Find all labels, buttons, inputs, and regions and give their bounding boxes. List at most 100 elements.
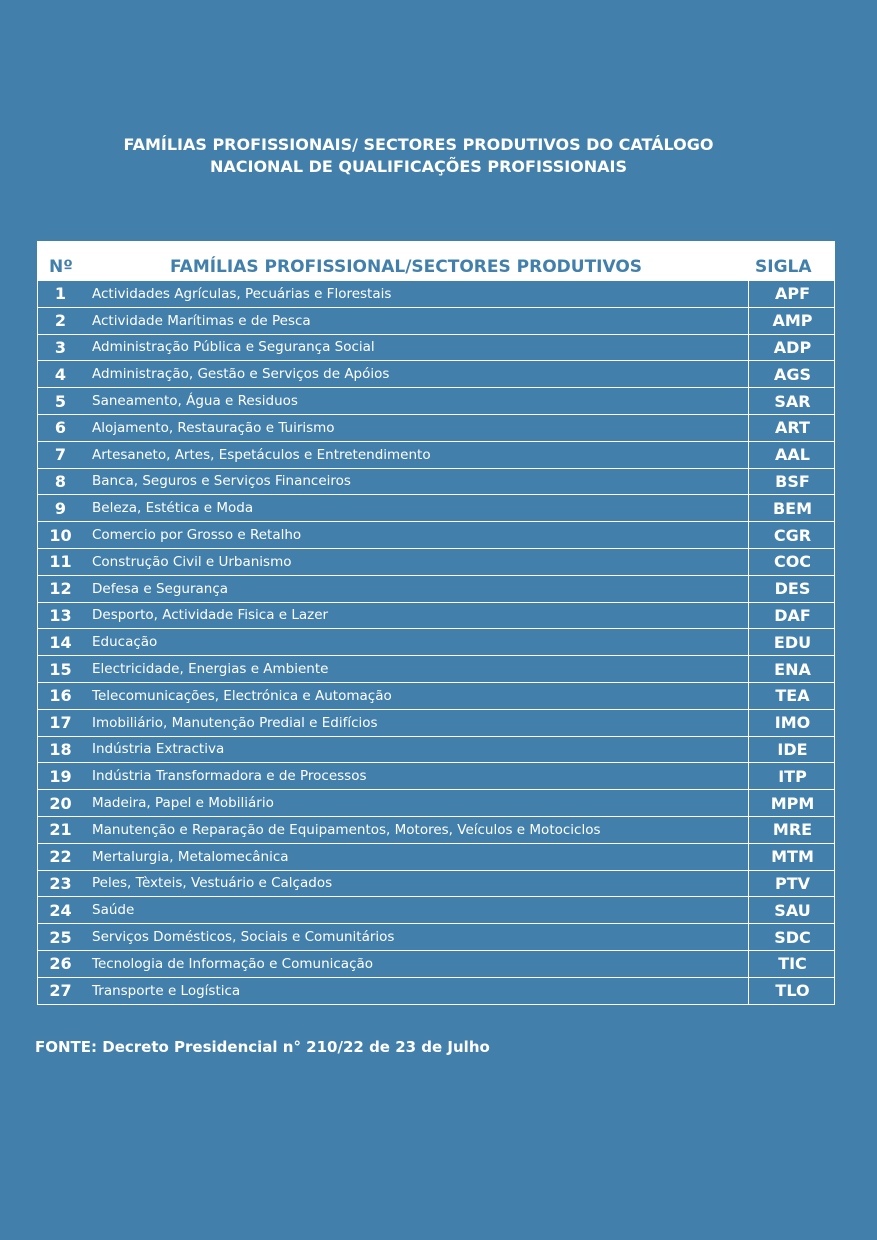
row-number: 6 — [54, 418, 67, 438]
table-header: Nº FAMÍLIAS PROFISSIONAL/SECTORES PRODUT… — [37, 241, 835, 281]
table-row: 26 Tecnologia de Informação e Comunicação… — [37, 950, 836, 978]
sigla: SAR — [748, 388, 836, 414]
table-row: 1 Actividades Agrículas, Pecuárias e Flor… — [37, 281, 835, 308]
table-row: 16 Telecomunicações, Electrónica e Automa… — [37, 682, 836, 710]
sigla: COC — [748, 548, 836, 575]
sigla: APF — [748, 281, 836, 307]
table-row: 5 Saneamento, Água e Residuos SAR — [37, 388, 835, 415]
sigla: TIC — [748, 950, 836, 977]
sigla: AMP — [748, 307, 836, 334]
sigla: SAU — [748, 897, 836, 924]
table-row: 14 Educação EDU — [37, 629, 836, 657]
family-name: Imobiliário, Manutenção Predial e Edifíc… — [92, 714, 378, 731]
family-name: Artesaneto, Artes, Espetáculos e Entrete… — [92, 446, 431, 463]
family-name: Actividade Marítimas e de Pesca — [92, 312, 311, 329]
row-number: 17 — [49, 713, 72, 733]
table-row: 7 Artesaneto, Artes, Espetáculos e Entret… — [37, 441, 836, 469]
row-number: 4 — [54, 364, 67, 384]
title-line: NACIONAL DE QUALIFICAÇÕES PROFISSIONAIS — [209, 157, 628, 176]
row-number: 26 — [49, 954, 72, 974]
table-row: 24 Saúde SAU — [37, 897, 836, 925]
row-number: 11 — [49, 552, 72, 572]
table-body: 1 Actividades Agrículas, Pecuárias e Flor… — [37, 281, 835, 1005]
row-number: 3 — [54, 337, 67, 357]
row-number: 19 — [49, 766, 72, 786]
sigla: AAL — [748, 441, 836, 468]
sigla: ART — [748, 414, 836, 441]
row-number: 9 — [54, 498, 67, 518]
table-row: 27 Transporte e Logística TLO — [37, 977, 836, 1005]
family-name: Educação — [92, 634, 158, 651]
table-row: 20 Madeira, Papel e Mobiliário MPM — [37, 790, 835, 817]
family-name: Alojamento, Restauração e Tuirismo — [92, 419, 335, 436]
family-name: Beleza, Estética e Moda — [92, 500, 254, 517]
family-name: Banca, Seguros e Serviços Financeiros — [92, 473, 351, 490]
sigla: MRE — [748, 816, 836, 843]
sigla: EDU — [748, 629, 836, 656]
sigla: MPM — [748, 790, 836, 816]
column-header: FAMÍLIAS PROFISSIONAL/SECTORES PRODUTIVO… — [170, 257, 643, 277]
sigla: ENA — [748, 656, 836, 682]
column-header: Nº — [49, 257, 73, 277]
table-row: 17 Imobiliário, Manutenção Predial e Edif… — [37, 709, 835, 737]
table-row: 18 Indústria Extractiva IDE — [37, 736, 836, 764]
sigla: TLO — [748, 977, 836, 1004]
sigla: BSF — [748, 468, 836, 495]
table-row: 25 Serviços Domésticos, Sociais e Comunit… — [37, 924, 835, 951]
table-row: 3 Administração Pública e Segurança Socia… — [37, 334, 836, 362]
family-name: Indústria Transformadora e de Processos — [92, 768, 367, 785]
row-number: 18 — [49, 739, 72, 759]
row-number: 20 — [49, 793, 72, 813]
sigla: DES — [748, 575, 836, 602]
row-number: 10 — [49, 525, 72, 545]
row-number: 16 — [49, 686, 72, 706]
table-row: 22 Mertalurgia, Metalomecânica MTM — [37, 843, 836, 871]
family-name: Saneamento, Água e Residuos — [92, 393, 298, 410]
table-row: 21 Manutenção e Reparação de Equipamentos… — [37, 816, 836, 844]
sigla: SDC — [748, 924, 836, 950]
family-name: Administração, Gestão e Serviços de Apói… — [92, 366, 390, 383]
sigla: ITP — [748, 763, 836, 790]
title-line: FAMÍLIAS PROFISSIONAIS/ SECTORES PRODUTI… — [123, 135, 714, 154]
row-number: 5 — [54, 391, 67, 411]
family-name: Madeira, Papel e Mobiliário — [92, 795, 274, 812]
table-row: 23 Peles, Tèxteis, Vestuário e Calçados PT… — [37, 870, 836, 898]
table-row: 19 Indústria Transformadora e de Processo… — [37, 763, 836, 791]
sigla: DAF — [748, 602, 836, 629]
table-row: 6 Alojamento, Restauração e Tuirismo ART — [37, 414, 836, 442]
sigla: PTV — [748, 870, 836, 897]
family-name: Telecomunicações, Electrónica e Automaçã… — [92, 687, 392, 704]
row-number: 22 — [49, 847, 72, 867]
source-note: FONTE: Decreto Presidencial n° 210/22 de… — [35, 1038, 490, 1056]
table-row: 15 Electricidade, Energias e Ambiente ENA — [37, 656, 835, 683]
family-name: Desporto, Actividade Fisica e Lazer — [92, 607, 329, 624]
family-name: Peles, Tèxteis, Vestuário e Calçados — [92, 875, 333, 892]
row-number: 27 — [49, 981, 72, 1001]
column-header: SIGLA — [755, 257, 812, 277]
sigla: CGR — [748, 522, 836, 548]
sigla: MTM — [748, 843, 836, 870]
table-row: 9 Beleza, Estética e Moda BEM — [37, 495, 836, 523]
sigla: IDE — [748, 736, 836, 763]
row-number: 13 — [49, 605, 72, 625]
family-name: Construção Civil e Urbanismo — [92, 553, 292, 570]
sigla: BEM — [748, 495, 836, 522]
row-number: 2 — [54, 311, 67, 331]
row-number: 14 — [49, 632, 72, 652]
row-number: 25 — [49, 927, 72, 947]
family-name: Transporte e Logística — [92, 982, 241, 999]
row-number: 15 — [49, 659, 72, 679]
family-name: Manutenção e Reparação de Equipamentos, … — [92, 821, 601, 838]
row-number: 8 — [54, 471, 67, 491]
family-name: Saúde — [92, 902, 135, 919]
row-number: 7 — [54, 445, 67, 465]
table-row: 10 Comercio por Grosso e Retalho CGR — [37, 522, 835, 549]
row-number: 23 — [49, 873, 72, 893]
family-name: Mertalurgia, Metalomecânica — [92, 848, 289, 865]
row-number: 1 — [54, 284, 67, 304]
table-row: 11 Construção Civil e Urbanismo COC — [37, 548, 836, 576]
sigla: TEA — [748, 682, 836, 709]
sigla: ADP — [748, 334, 836, 361]
table-row: 12 Defesa e Segurança DES — [37, 575, 836, 603]
